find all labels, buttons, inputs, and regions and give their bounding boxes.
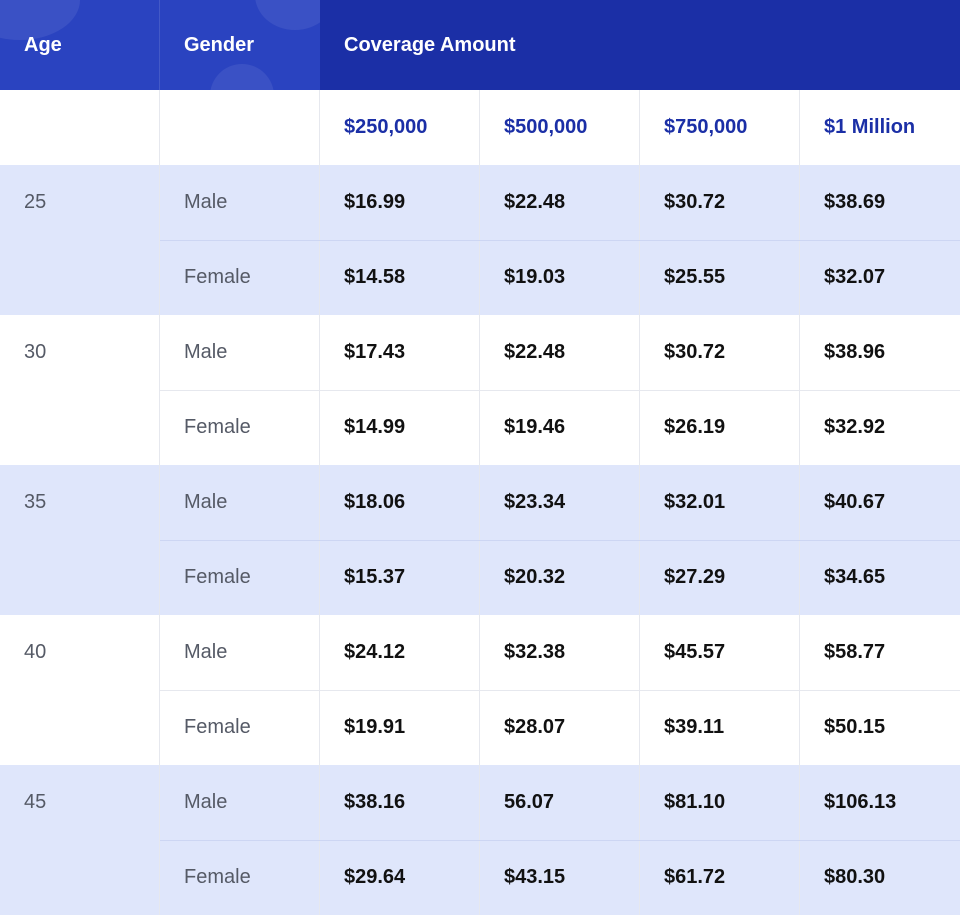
premium-cell: $15.37	[320, 541, 480, 616]
gender-cell: Male	[160, 165, 320, 240]
premium-cell: $40.67	[800, 465, 960, 540]
premium-cell: $16.99	[320, 165, 480, 240]
premium-cell: $27.29	[640, 541, 800, 616]
table-row: Female$15.37$20.32$27.29$34.65	[160, 540, 960, 616]
premium-cell: $50.15	[800, 691, 960, 766]
premium-cell: $32.92	[800, 391, 960, 466]
premium-cell: $32.38	[480, 615, 640, 690]
coverage-amount-label: $250,000	[320, 90, 480, 165]
premium-cell: $24.12	[320, 615, 480, 690]
coverage-amount-label: $750,000	[640, 90, 800, 165]
premium-cell: $30.72	[640, 315, 800, 390]
premium-cell: $22.48	[480, 315, 640, 390]
table-row: Female$14.99$19.46$26.19$32.92	[160, 390, 960, 466]
premium-cell: $38.96	[800, 315, 960, 390]
premium-cell: $19.46	[480, 391, 640, 466]
premium-cell: $19.03	[480, 241, 640, 316]
premium-cell: $19.91	[320, 691, 480, 766]
empty-gender-subheader	[160, 90, 320, 165]
age-column-header: Age	[0, 0, 160, 90]
age-cell: 35	[0, 465, 160, 615]
premium-cell: $34.65	[800, 541, 960, 616]
premium-cell: $29.64	[320, 841, 480, 915]
gender-cell: Female	[160, 541, 320, 616]
premium-cell: $81.10	[640, 765, 800, 840]
gender-cell: Male	[160, 765, 320, 840]
premium-cell: $26.19	[640, 391, 800, 466]
premium-cell: $20.32	[480, 541, 640, 616]
gender-cell: Female	[160, 841, 320, 915]
premium-cell: $61.72	[640, 841, 800, 915]
premium-cell: $38.69	[800, 165, 960, 240]
premium-cell: $45.57	[640, 615, 800, 690]
premium-cell: $106.13	[800, 765, 960, 840]
empty-age-subheader	[0, 90, 160, 165]
premium-cell: $32.01	[640, 465, 800, 540]
table-row: Female$14.58$19.03$25.55$32.07	[160, 240, 960, 316]
gender-column-header: Gender	[160, 0, 320, 90]
table-row: Male$16.99$22.48$30.72$38.69	[160, 165, 960, 240]
gender-cell: Female	[160, 391, 320, 466]
premium-cell: $17.43	[320, 315, 480, 390]
coverage-amount-label: $500,000	[480, 90, 640, 165]
premium-cell: $22.48	[480, 165, 640, 240]
coverage-amount-header: Coverage Amount	[320, 0, 960, 90]
premium-cell: $38.16	[320, 765, 480, 840]
age-cell: 40	[0, 615, 160, 765]
premium-cell: $28.07	[480, 691, 640, 766]
table-header: Age Gender Coverage Amount	[0, 0, 960, 90]
premium-cell: $18.06	[320, 465, 480, 540]
age-cell: 45	[0, 765, 160, 915]
premium-cell: $39.11	[640, 691, 800, 766]
table-row: Female$19.91$28.07$39.11$50.15	[160, 690, 960, 766]
table-row: Male$17.43$22.48$30.72$38.96	[160, 315, 960, 390]
gender-cell: Male	[160, 315, 320, 390]
premium-cell: $14.58	[320, 241, 480, 316]
age-cell: 30	[0, 315, 160, 465]
table-row: Female$29.64$43.15$61.72$80.30	[160, 840, 960, 915]
premium-cell: $80.30	[800, 841, 960, 915]
premium-cell: $58.77	[800, 615, 960, 690]
premium-cell: 56.07	[480, 765, 640, 840]
table-row: Male$24.12$32.38$45.57$58.77	[160, 615, 960, 690]
gender-cell: Female	[160, 241, 320, 316]
premium-cell: $25.55	[640, 241, 800, 316]
premium-cell: $32.07	[800, 241, 960, 316]
gender-cell: Female	[160, 691, 320, 766]
premium-cell: $23.34	[480, 465, 640, 540]
coverage-amount-label: $1 Million	[800, 90, 960, 165]
table-row: Male$18.06$23.34$32.01$40.67	[160, 465, 960, 540]
gender-cell: Male	[160, 465, 320, 540]
coverage-subheader-row: $250,000 $500,000 $750,000 $1 Million	[0, 90, 960, 165]
premium-cell: $30.72	[640, 165, 800, 240]
premium-cell: $14.99	[320, 391, 480, 466]
gender-cell: Male	[160, 615, 320, 690]
age-cell: 25	[0, 165, 160, 315]
premium-cell: $43.15	[480, 841, 640, 915]
